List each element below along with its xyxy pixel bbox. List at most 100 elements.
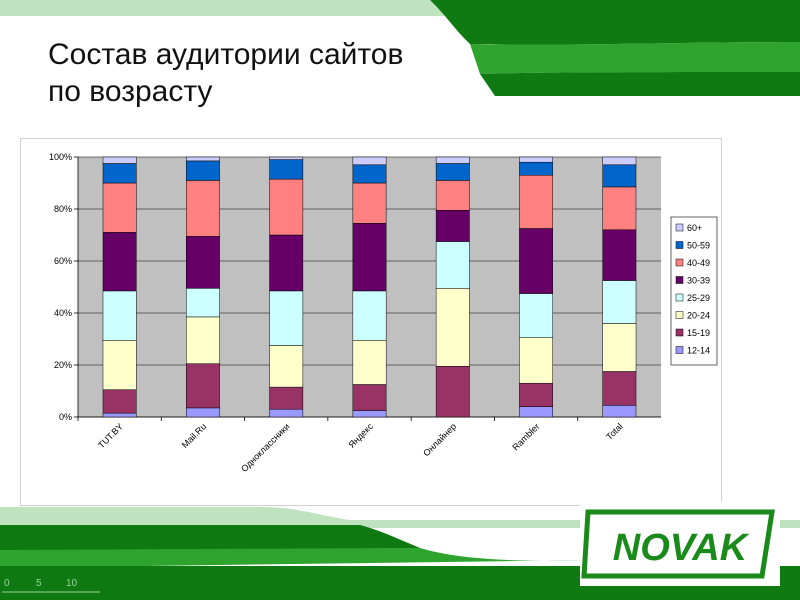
legend-swatch (675, 276, 684, 284)
legend-label: 25-29 (687, 293, 710, 303)
bar-segment (519, 156, 553, 163)
bar-segment (602, 229, 637, 281)
legend-label: 20-24 (687, 311, 710, 321)
x-tick-label: Rambler (510, 421, 541, 452)
bar-segment (519, 406, 553, 418)
legend-box (670, 216, 718, 366)
bar-segment (435, 156, 470, 164)
ruler-tick-10: 10 (66, 578, 78, 589)
bar-segment (352, 164, 387, 184)
bar-segment (352, 410, 387, 418)
bar-segment (519, 174, 553, 229)
y-tick-label: 20% (54, 360, 72, 370)
x-tick-label: Total (604, 421, 625, 442)
bar-segment (102, 156, 137, 164)
legend-swatch (675, 241, 684, 249)
bar-segment (269, 408, 304, 418)
bar-segment (102, 232, 137, 292)
x-tick-label: Mail.Ru (180, 421, 209, 450)
x-tick-label: Онлайнер (421, 421, 458, 458)
stacked-bar-chart: 0% 20% 40% 60% 80% 100% TUT.BY Mail.Ru Однокласс… (49, 152, 718, 474)
bar-segment (519, 337, 553, 384)
bar-segment (186, 363, 220, 409)
x-tick-label: TUT.BY (96, 421, 125, 450)
logo-backdrop (580, 502, 780, 586)
top-right-swoosh (430, 0, 800, 45)
bottom-left-swoosh (0, 525, 420, 552)
bar-segment (519, 382, 553, 407)
bar-segment (102, 163, 137, 184)
bar-segment (102, 340, 137, 390)
bar-segment (519, 293, 553, 338)
y-tick-label: 80% (54, 204, 72, 214)
y-tick-label: 0% (59, 412, 72, 422)
y-tick-label: 60% (54, 256, 72, 266)
x-tick-label: Одноклассники (239, 421, 292, 474)
bar-segment (435, 180, 470, 211)
bar-segment (602, 164, 637, 188)
bar-segment (352, 182, 387, 224)
y-tick-label: 100% (49, 152, 72, 162)
bar-segment (186, 236, 220, 289)
legend-label: 12-14 (687, 346, 710, 356)
bar-segment (602, 371, 637, 406)
legend-label: 60+ (687, 223, 702, 233)
bar-segment (352, 223, 387, 292)
y-tick-label: 40% (54, 308, 72, 318)
bar-segment (602, 405, 637, 418)
bar-segment (602, 323, 637, 372)
bar-segment (435, 210, 470, 242)
bar-segment (102, 290, 137, 341)
bar-segment (269, 159, 304, 180)
bar-segment (102, 389, 137, 414)
bar-segment (602, 186, 637, 231)
bar-segment (352, 340, 387, 385)
bar-segment (269, 290, 304, 346)
legend-swatch (675, 346, 684, 354)
title-line-1: Состав аудитории сайтов (48, 38, 404, 71)
bar-segment (435, 163, 470, 181)
bar-segment (269, 345, 304, 388)
bar-segment (435, 366, 470, 418)
legend-swatch (675, 293, 684, 302)
top-right-band (480, 72, 800, 96)
bar-segment (269, 178, 304, 236)
logo-text: NOVAK (613, 527, 750, 569)
bar-segment (102, 182, 137, 233)
bar-segment (269, 156, 304, 160)
bar-segment (269, 234, 304, 292)
bar-segment (186, 180, 220, 237)
bar-segment (352, 156, 387, 166)
bar-segment (435, 288, 470, 367)
bar-segment (435, 241, 470, 289)
top-right-wave (470, 42, 800, 74)
bar-segment (352, 290, 387, 341)
bottom-wave (0, 548, 590, 568)
bar-segment (186, 316, 220, 364)
legend-swatch (675, 258, 684, 267)
ruler-decoration: 0 5 10 (2, 578, 100, 593)
bar-segment (519, 228, 553, 294)
bar-segment (186, 288, 220, 318)
novak-logo: NOVAK (580, 502, 780, 586)
ruler-tick-5: 5 (36, 578, 42, 589)
legend-swatch (675, 311, 684, 319)
legend-label: 15-19 (687, 328, 710, 338)
bar-segment (519, 161, 553, 176)
bar-segment (186, 156, 220, 162)
legend-swatch (675, 328, 684, 337)
title-line-2: по возрасту (48, 75, 213, 108)
legend-swatch (675, 223, 684, 232)
ruler-tick-0: 0 (4, 578, 10, 589)
legend-label: 30-39 (687, 276, 710, 286)
bar-segment (602, 280, 637, 324)
legend-label: 40-49 (687, 258, 710, 268)
bar-segment (186, 160, 220, 181)
logo-frame (581, 509, 775, 579)
bar-segment (186, 407, 220, 418)
legend-label: 50-59 (687, 241, 710, 251)
bar-segment (352, 384, 387, 411)
bar-segment (602, 156, 637, 166)
x-tick-label: Яндекс (346, 421, 375, 450)
bar-segment (102, 412, 137, 418)
